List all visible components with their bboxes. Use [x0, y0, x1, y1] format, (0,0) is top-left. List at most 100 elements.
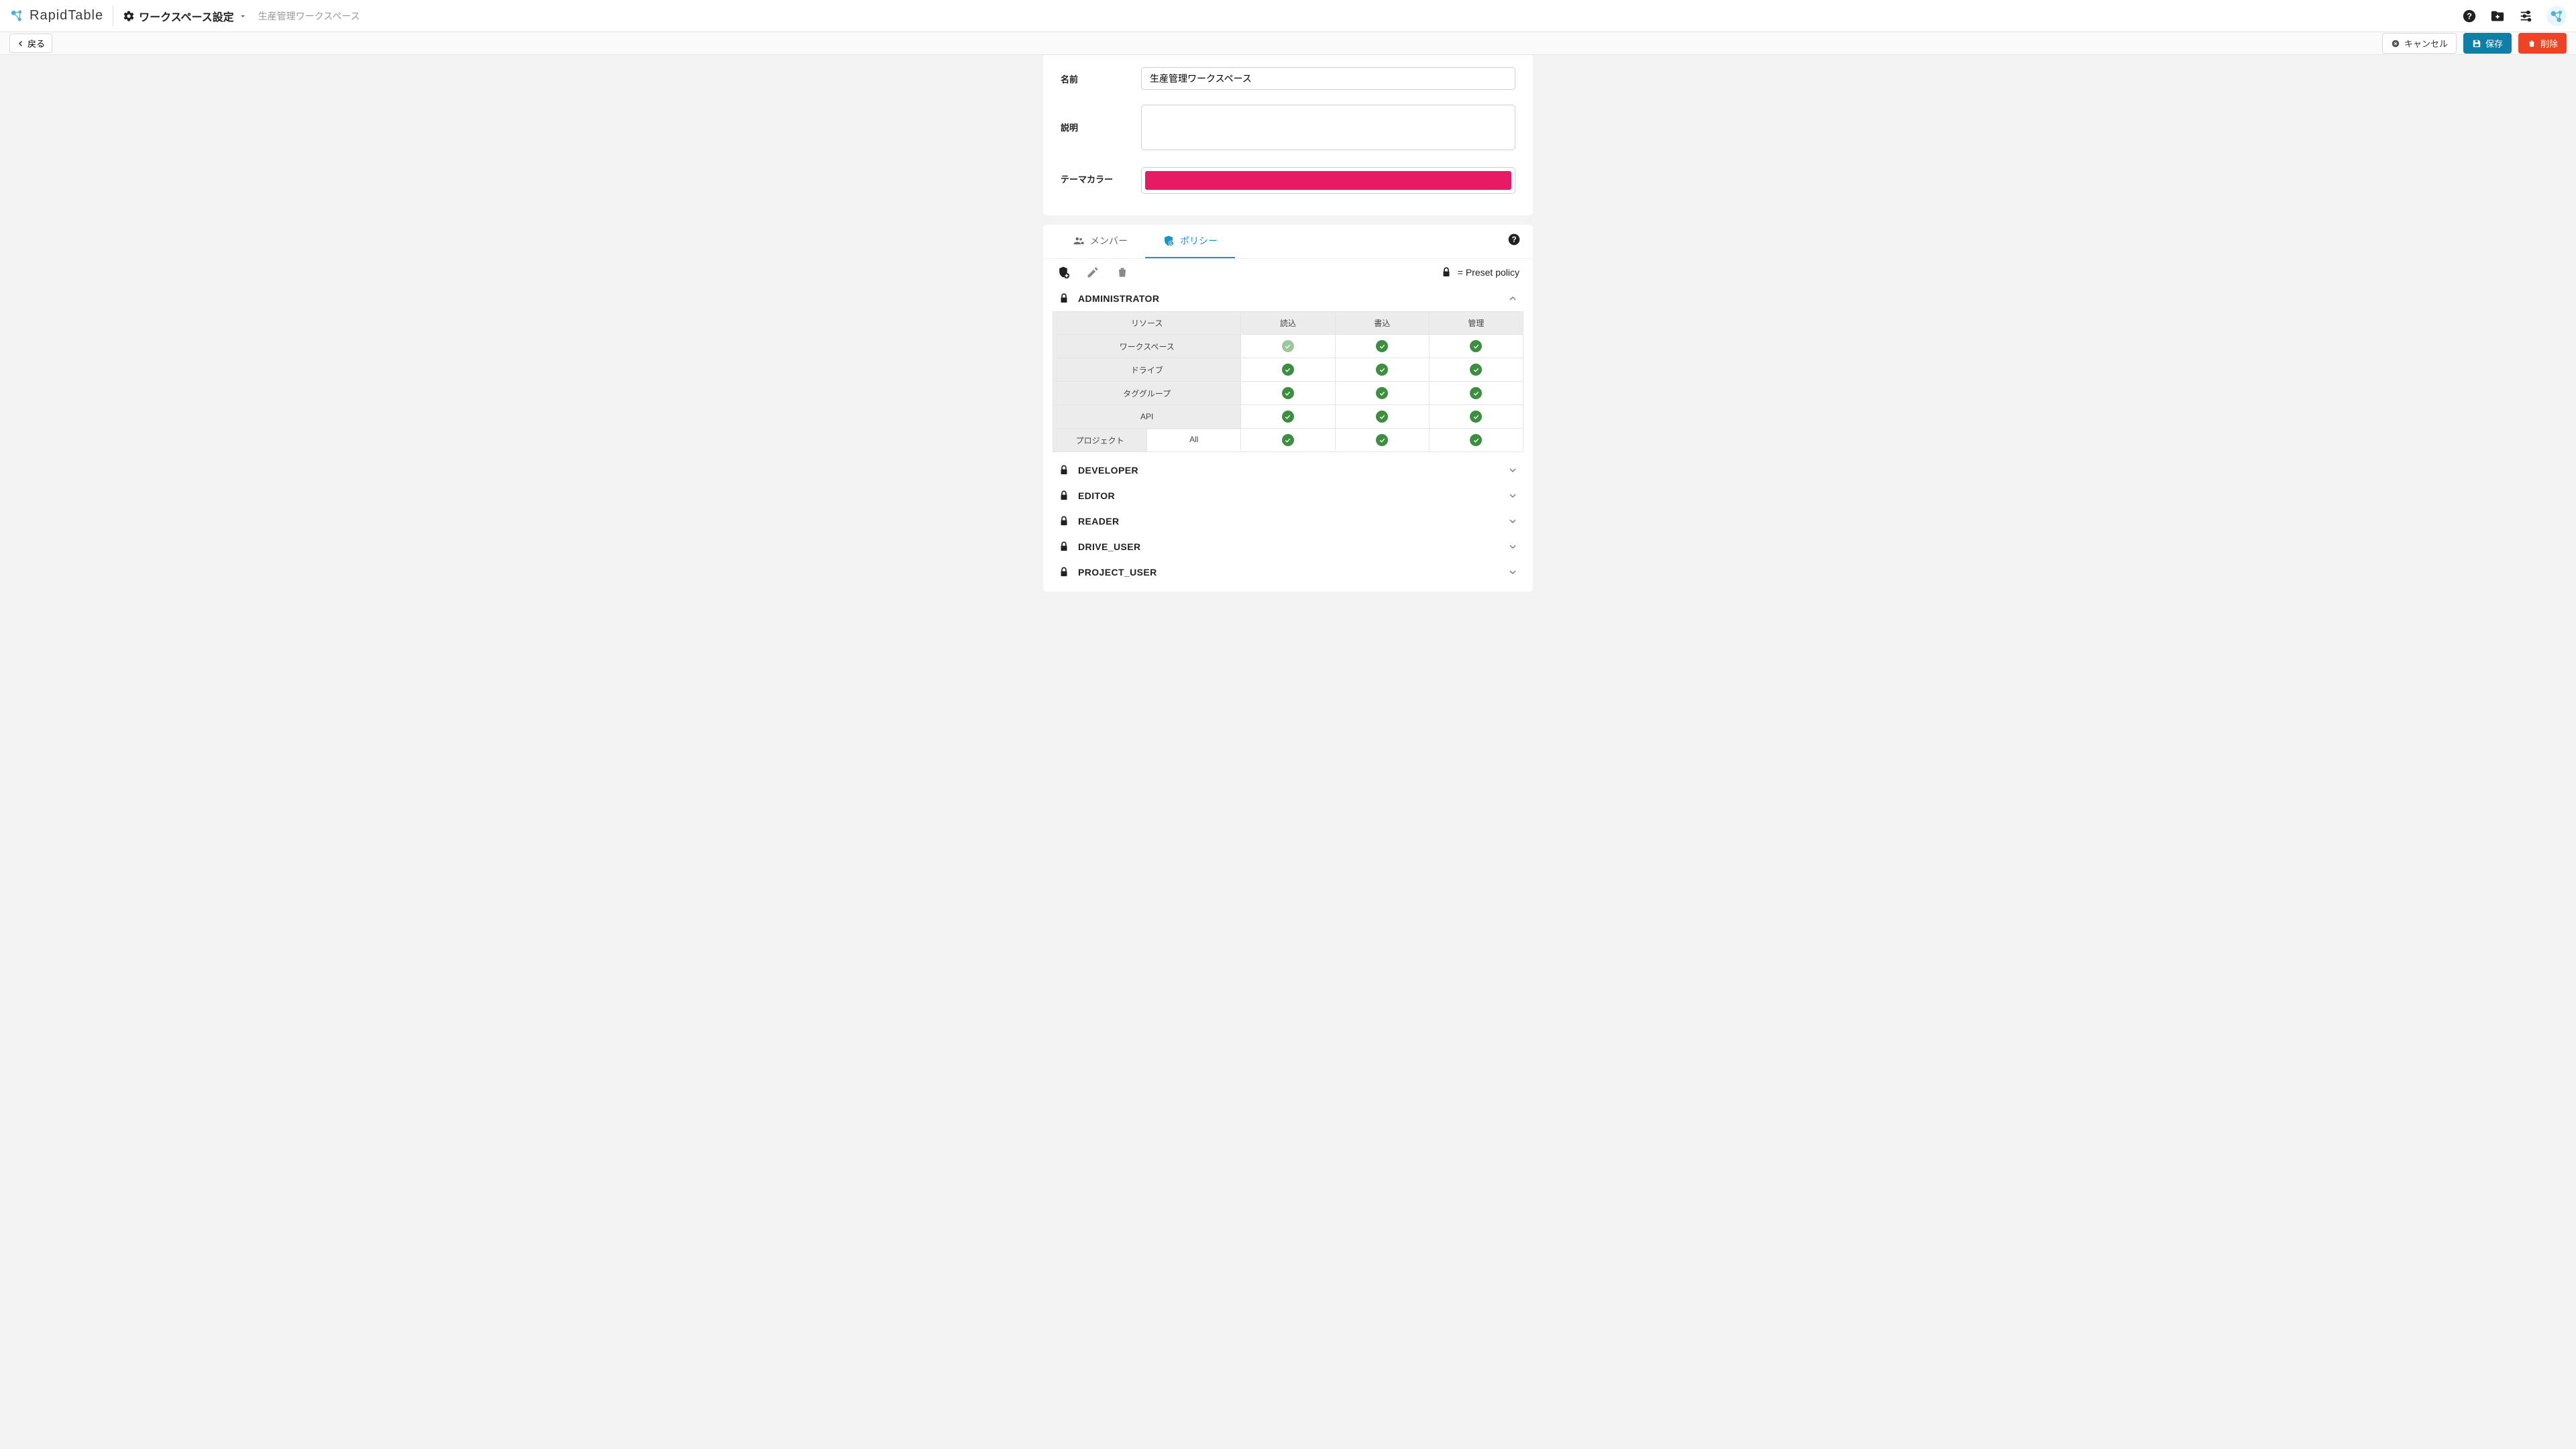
save-button[interactable]: 保存	[2463, 33, 2512, 54]
back-button-label: 戻る	[28, 37, 45, 50]
check-icon	[1470, 411, 1482, 423]
table-row: プロジェクト All	[1053, 429, 1523, 452]
write-cell	[1335, 405, 1429, 429]
lock-icon	[1058, 464, 1070, 476]
tab-members[interactable]: メンバー	[1055, 225, 1145, 258]
policy-group-editor: EDITOR	[1043, 483, 1533, 508]
policy-name: DEVELOPER	[1078, 465, 1138, 476]
svg-text:?: ?	[2467, 11, 2472, 21]
policy-head-administrator[interactable]: ADMINISTRATOR	[1053, 286, 1523, 311]
description-input[interactable]	[1141, 105, 1515, 150]
table-row: ドライブ	[1053, 358, 1523, 382]
policy-name-administrator: ADMINISTRATOR	[1078, 293, 1159, 304]
admin-cell	[1429, 429, 1523, 452]
policy-group-reader: READER	[1043, 508, 1533, 534]
user-avatar[interactable]	[2546, 6, 2567, 26]
check-icon	[1376, 387, 1388, 399]
theme-color-label: テーマカラー	[1061, 167, 1141, 185]
lock-icon	[1058, 490, 1070, 502]
write-cell	[1335, 358, 1429, 382]
check-icon	[1470, 364, 1482, 376]
read-cell	[1241, 405, 1335, 429]
policy-head-reader[interactable]: READER	[1053, 508, 1523, 534]
read-cell	[1241, 429, 1335, 452]
tune-icon[interactable]	[2518, 9, 2533, 23]
table-row: API	[1053, 405, 1523, 429]
write-cell	[1335, 429, 1429, 452]
description-label: 説明	[1061, 105, 1141, 133]
lock-icon	[1058, 541, 1070, 553]
trash-icon	[2527, 39, 2536, 48]
policy-toolbar: = Preset policy	[1043, 259, 1533, 286]
lock-icon	[1058, 566, 1070, 578]
policy-head-project_user[interactable]: PROJECT_USER	[1053, 559, 1523, 585]
save-button-label: 保存	[2485, 37, 2503, 50]
delete-button[interactable]: 削除	[2518, 33, 2567, 54]
page-title-dropdown[interactable]: ワークスペース設定	[123, 8, 248, 24]
write-cell	[1335, 382, 1429, 405]
chevron-up-icon	[1507, 293, 1518, 304]
app-logo[interactable]: RapidTable	[9, 5, 113, 27]
resource-cell: ワークスペース	[1053, 335, 1241, 358]
policy-name: PROJECT_USER	[1078, 567, 1157, 578]
policy-head-developer[interactable]: DEVELOPER	[1053, 458, 1523, 483]
check-icon	[1282, 387, 1294, 399]
back-button[interactable]: 戻る	[9, 34, 52, 53]
tab-policies[interactable]: G ポリシー	[1145, 225, 1235, 258]
tab-members-label: メンバー	[1090, 234, 1128, 248]
name-label: 名前	[1061, 67, 1141, 85]
check-icon	[1470, 340, 1482, 352]
gear-icon	[123, 10, 135, 22]
tabs-help-icon[interactable]: ?	[1507, 233, 1521, 246]
check-icon	[1376, 434, 1388, 446]
check-icon	[1376, 340, 1388, 352]
chevron-down-icon	[1507, 490, 1518, 501]
chevron-left-icon	[17, 40, 25, 48]
policy-name: EDITOR	[1078, 490, 1115, 501]
tab-policies-label: ポリシー	[1180, 234, 1218, 248]
delete-policy-icon[interactable]	[1116, 266, 1129, 279]
add-policy-icon[interactable]	[1057, 266, 1070, 279]
read-cell	[1241, 358, 1335, 382]
tabs: メンバー G ポリシー ?	[1043, 225, 1533, 259]
policy-head-editor[interactable]: EDITOR	[1053, 483, 1523, 508]
policy-panel: メンバー G ポリシー ? = Preset policy ADMINISTRA…	[1043, 225, 1533, 592]
resource-cell: タググループ	[1053, 382, 1241, 405]
resource-cell: API	[1053, 405, 1241, 429]
check-icon	[1470, 387, 1482, 399]
policy-group-developer: DEVELOPER	[1043, 458, 1533, 483]
theme-color-picker[interactable]	[1141, 167, 1515, 194]
cancel-button-label: キャンセル	[2404, 37, 2448, 50]
resource-cell: ドライブ	[1053, 358, 1241, 382]
col-admin: 管理	[1429, 312, 1523, 335]
read-cell	[1241, 335, 1335, 358]
check-icon	[1282, 434, 1294, 446]
chevron-down-icon	[1507, 541, 1518, 552]
policy-group-drive_user: DRIVE_USER	[1043, 534, 1533, 559]
policy-head-drive_user[interactable]: DRIVE_USER	[1053, 534, 1523, 559]
col-read: 読込	[1241, 312, 1335, 335]
logo-icon	[9, 9, 24, 23]
members-icon	[1073, 235, 1085, 247]
check-icon	[1282, 411, 1294, 423]
name-input[interactable]	[1141, 67, 1515, 90]
admin-cell	[1429, 335, 1523, 358]
policy-name: READER	[1078, 516, 1120, 527]
preset-legend-text: = Preset policy	[1458, 267, 1519, 278]
delete-button-label: 削除	[2540, 37, 2558, 50]
caret-down-icon	[238, 11, 248, 21]
check-icon	[1376, 364, 1388, 376]
chevron-down-icon	[1507, 567, 1518, 578]
actionbar: 戻る キャンセル 保存 削除	[0, 32, 2576, 55]
chevron-down-icon	[1507, 465, 1518, 476]
svg-text:G: G	[1170, 242, 1173, 246]
resource-cell: プロジェクト All	[1053, 429, 1241, 452]
add-folder-icon[interactable]	[2490, 9, 2505, 23]
permissions-table: リソース 読込 書込 管理 ワークスペースドライブタググループAPI プロジェク…	[1053, 311, 1523, 452]
edit-policy-icon[interactable]	[1086, 266, 1099, 279]
help-icon[interactable]: ?	[2462, 9, 2477, 23]
admin-cell	[1429, 358, 1523, 382]
workspace-breadcrumb: 生産管理ワークスペース	[258, 9, 360, 23]
cancel-button[interactable]: キャンセル	[2382, 33, 2457, 54]
admin-cell	[1429, 405, 1523, 429]
